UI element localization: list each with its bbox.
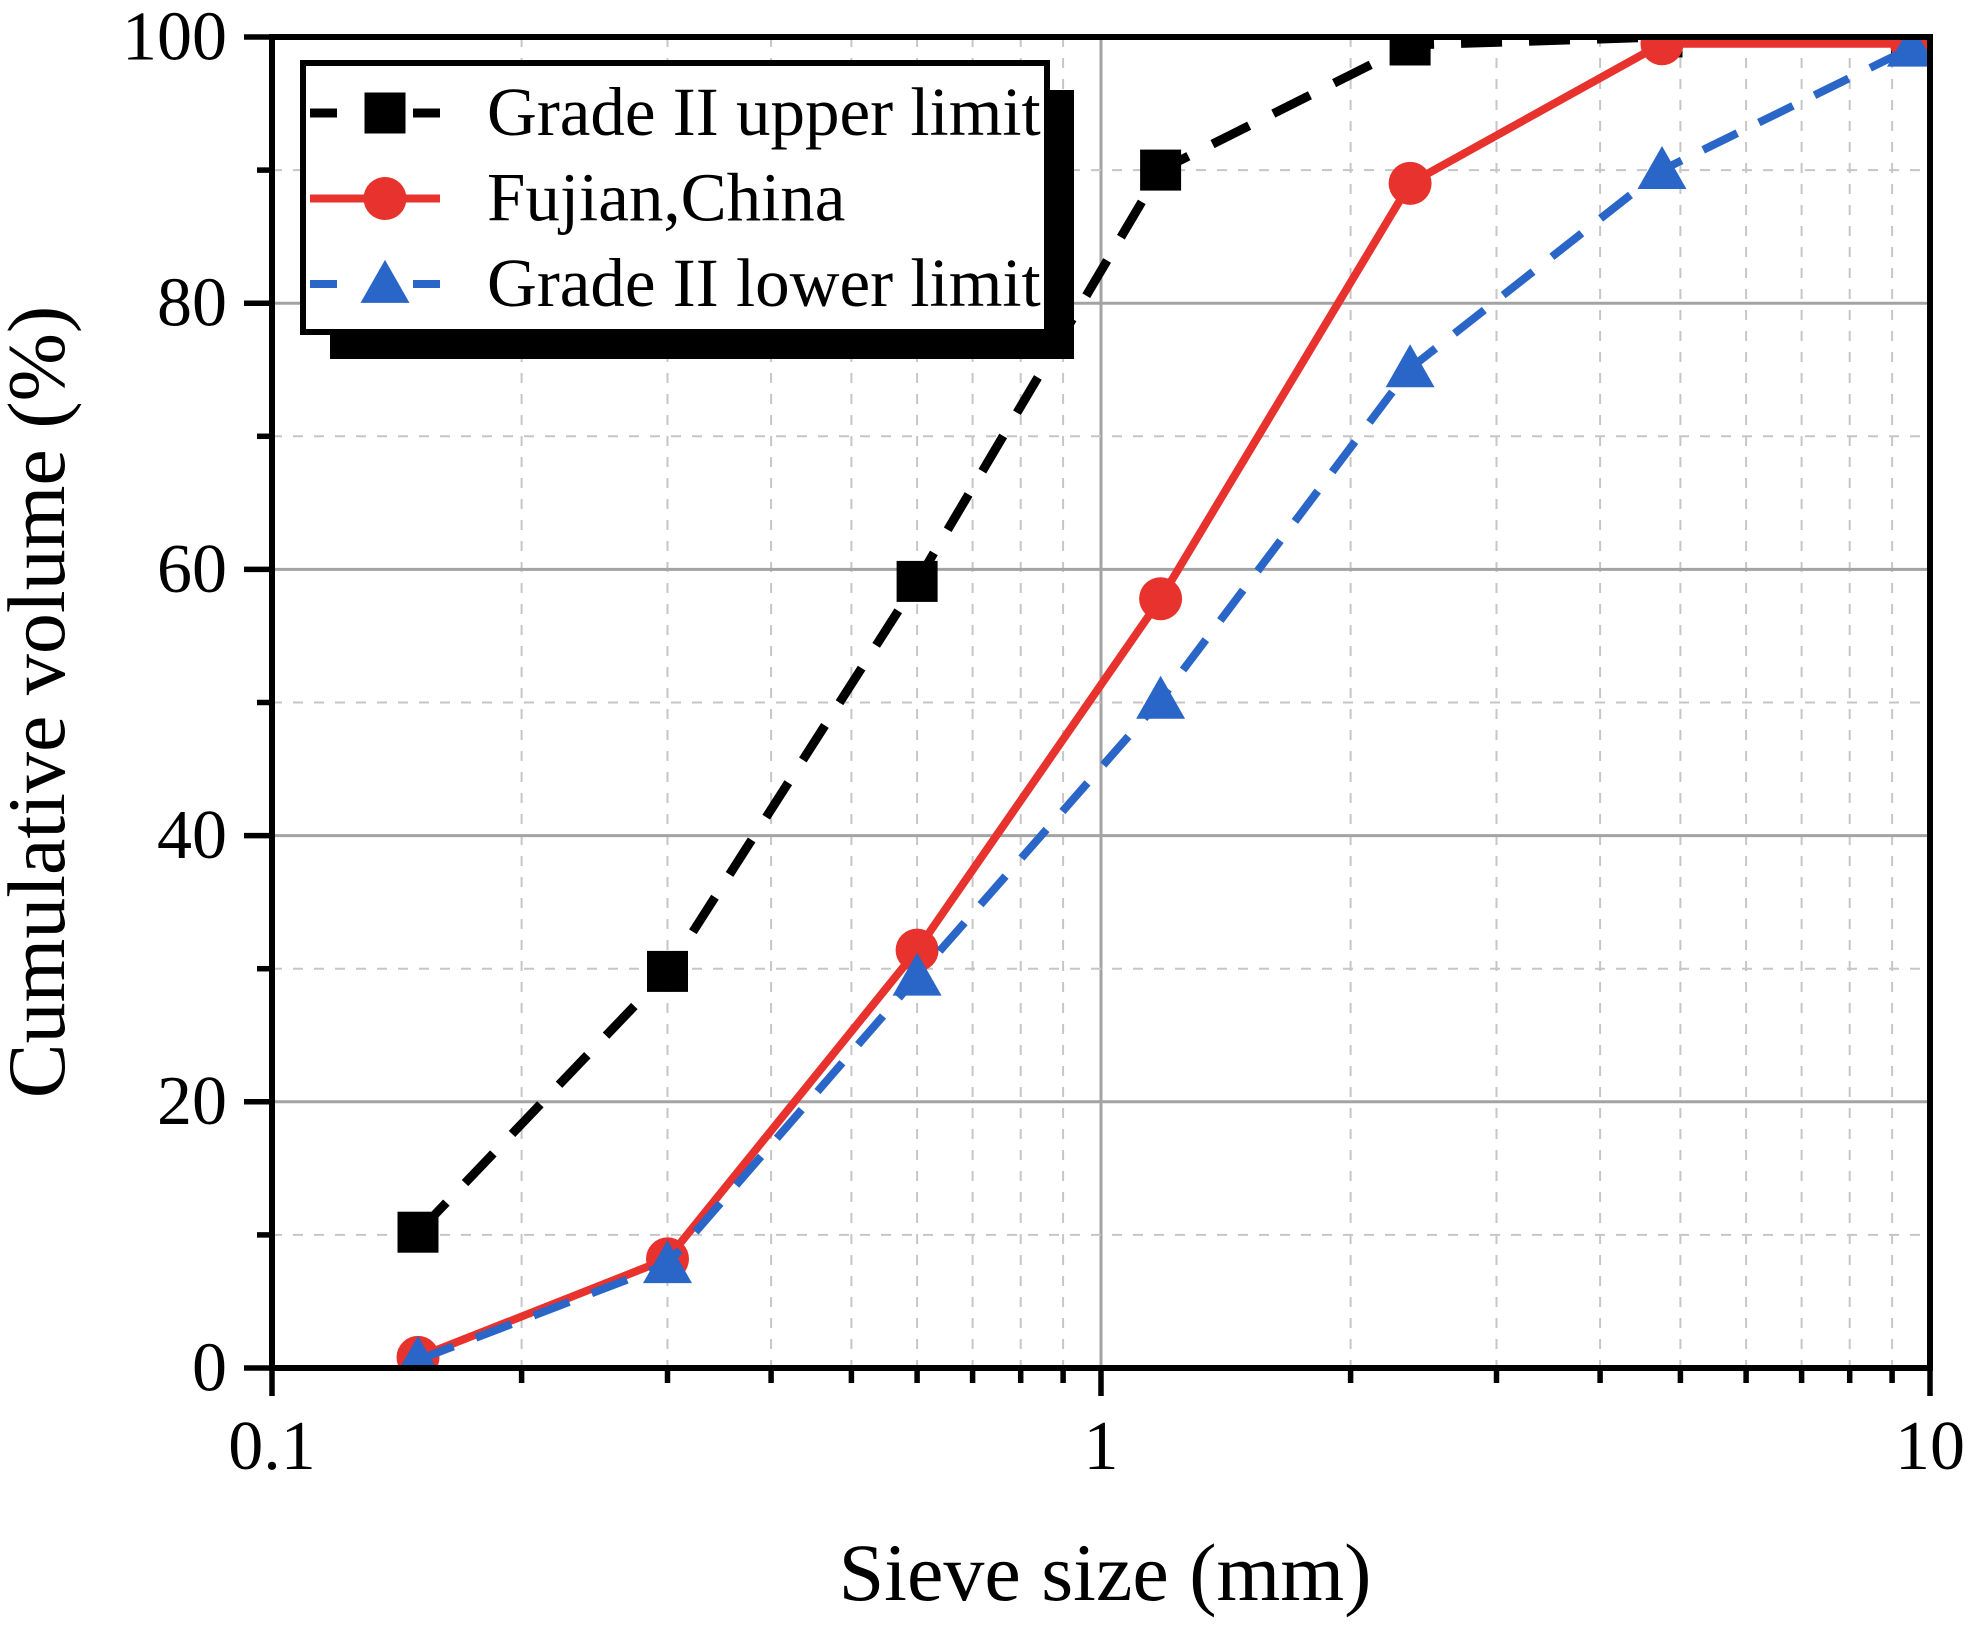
svg-text:0: 0 [192,1329,227,1406]
svg-text:10: 10 [1895,1408,1965,1485]
svg-text:20: 20 [157,1063,227,1140]
svg-text:Fujian,China: Fujian,China [487,160,845,236]
svg-text:60: 60 [157,531,227,608]
svg-text:Grade II lower limit: Grade II lower limit [487,245,1041,321]
svg-text:80: 80 [157,265,227,342]
svg-text:Cumulative volume (%): Cumulative volume (%) [0,306,82,1099]
svg-text:1: 1 [1084,1408,1119,1485]
svg-text:100: 100 [122,0,227,75]
svg-text:Sieve size (mm): Sieve size (mm) [839,1527,1372,1618]
svg-text:0.1: 0.1 [228,1408,316,1485]
svg-text:40: 40 [157,797,227,874]
svg-text:Grade II upper limit: Grade II upper limit [487,74,1041,150]
